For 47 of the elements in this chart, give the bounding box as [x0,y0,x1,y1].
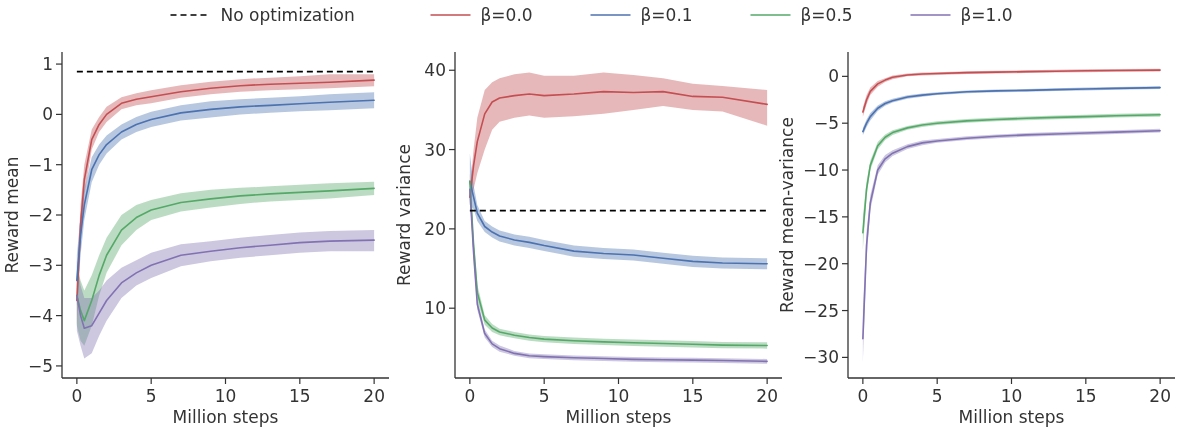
y-tick-label: 20 [424,218,446,239]
y-tick-label: 30 [424,139,446,160]
x-tick-label: 20 [756,386,778,406]
legend-label: β=0.5 [800,4,853,25]
x-tick-label: 10 [214,386,237,406]
y-tick-label: −3 [27,255,53,276]
y-tick-label: −30 [803,347,839,368]
x-tick-label: 15 [682,386,704,406]
x-tick-label: 5 [931,386,943,406]
x-tick-label: 10 [1000,386,1023,406]
legend-label: No optimization [220,4,355,25]
y-axis-title: Reward variance [394,144,414,286]
y-tick-label: −20 [803,253,839,274]
y-axis-title: Reward mean [2,156,22,274]
legend-label: β=1.0 [960,4,1013,25]
x-tick-label: 0 [71,386,83,406]
x-tick-label: 20 [1149,386,1171,406]
y-tick-label: −1 [27,154,53,175]
x-tick-label: 15 [289,386,311,406]
x-tick-label: 20 [363,386,385,406]
y-axis-title: Reward mean-variance [777,117,797,313]
y-tick-label: 40 [424,60,446,81]
x-tick-label: 0 [464,386,476,406]
y-tick-label: 0 [42,104,53,125]
y-tick-label: −25 [803,300,839,321]
line-series [76,239,375,329]
legend-label: β=0.1 [640,4,693,25]
line-series [469,90,768,198]
line-series [76,187,375,322]
y-tick-label: −4 [27,305,53,326]
x-tick-label: 0 [857,386,869,406]
x-tick-label: 5 [538,386,550,406]
y-tick-label: 0 [828,66,839,87]
y-tick-label: −10 [803,159,839,180]
x-tick-label: 10 [607,386,630,406]
x-axis-title: Million steps [172,407,279,427]
legend-label: β=0.0 [480,4,533,25]
x-axis-title: Million steps [958,407,1065,427]
x-axis-title: Million steps [565,407,672,427]
y-tick-label: −15 [803,206,839,227]
y-tick-label: 1 [42,54,53,75]
x-tick-label: 15 [1075,386,1097,406]
y-tick-label: −5 [27,355,53,376]
y-tick-label: −5 [813,113,839,134]
y-tick-label: 10 [424,298,446,319]
y-tick-label: −2 [27,204,53,225]
x-tick-label: 5 [145,386,157,406]
